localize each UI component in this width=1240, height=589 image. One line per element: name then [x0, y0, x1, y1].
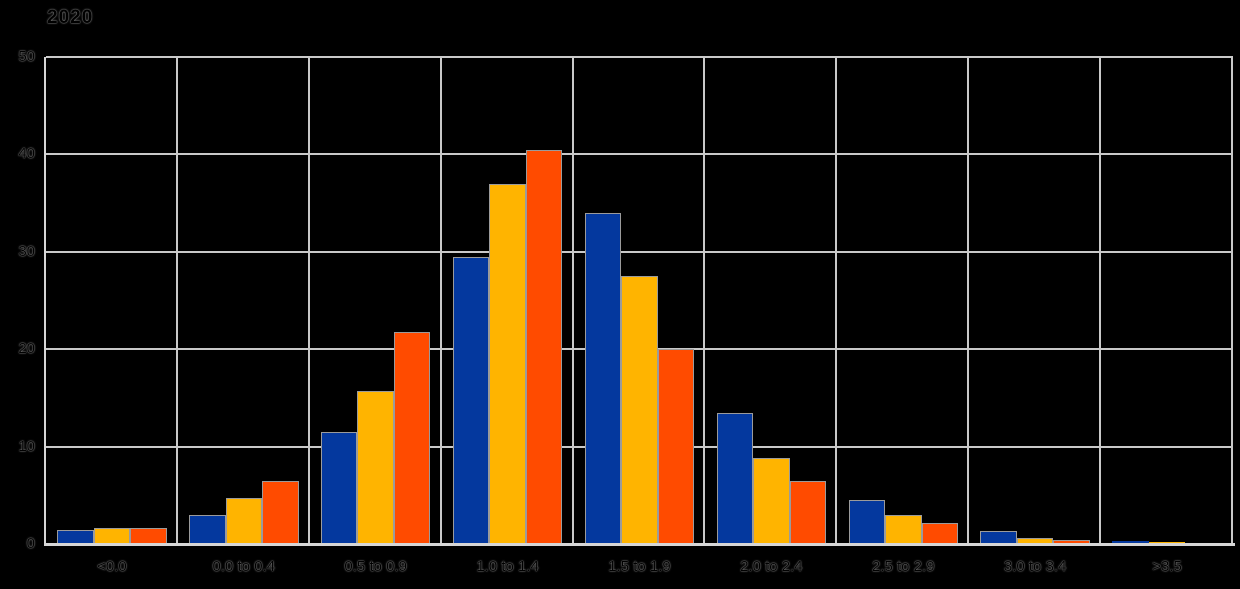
bar-yellow-4[interactable] — [621, 276, 658, 544]
x-category-label-0: <0.0 — [97, 558, 127, 575]
y-tick-label-0: 0 — [26, 535, 35, 552]
gridline-v-3 — [439, 57, 442, 544]
bar-orange-5[interactable] — [789, 480, 827, 544]
x-axis-line — [44, 543, 1235, 546]
bar-blue-4[interactable] — [584, 212, 622, 544]
bar-orange-1[interactable] — [262, 480, 299, 544]
chart-title: 2020 — [47, 7, 94, 28]
bar-blue-8[interactable] — [1112, 541, 1149, 544]
y-tick-label-30: 30 — [18, 242, 35, 260]
gridline-v-1 — [175, 57, 178, 544]
bar-orange-6[interactable] — [921, 522, 959, 544]
bar-yellow-5[interactable] — [753, 458, 790, 544]
bar-blue-6[interactable] — [848, 500, 886, 544]
bar-yellow-3[interactable] — [489, 183, 526, 544]
gridline-v-6 — [835, 57, 838, 544]
gridline-h-40 — [46, 153, 1233, 156]
bar-blue-1[interactable] — [189, 514, 226, 544]
gridline-v-8 — [1099, 57, 1102, 544]
x-category-label-3: 1.0 to 1.4 — [476, 558, 539, 575]
bar-yellow-1[interactable] — [225, 498, 263, 544]
gridline-h-30 — [46, 250, 1233, 253]
gridline-v-9 — [1231, 57, 1233, 544]
bar-blue-5[interactable] — [716, 412, 754, 544]
y-tick-label-50: 50 — [18, 48, 35, 65]
bar-blue-2[interactable] — [320, 432, 358, 544]
bar-orange-0[interactable] — [130, 528, 167, 544]
x-category-label-4: 1.5 to 1.9 — [608, 558, 671, 575]
bar-yellow-0[interactable] — [93, 528, 131, 544]
x-category-label-8: >3.5 — [1152, 558, 1182, 575]
x-category-label-6: 2.5 to 2.9 — [871, 558, 935, 575]
gridline-v-2 — [307, 57, 310, 544]
bar-orange-4[interactable] — [657, 349, 695, 544]
y-tick-label-10: 10 — [18, 437, 35, 455]
gridline-v-7 — [967, 57, 970, 544]
gridline-v-4 — [571, 57, 574, 544]
bar-yellow-2[interactable] — [357, 391, 394, 544]
plot-area — [44, 56, 1235, 546]
x-category-label-7: 3.0 to 3.4 — [1003, 558, 1067, 575]
x-category-label-5: 2.0 to 2.4 — [740, 558, 803, 575]
y-axis-labels: 0 10 20 30 40 50 — [0, 48, 40, 552]
x-category-label-1: 0.0 to 0.4 — [212, 558, 276, 575]
y-tick-label-20: 20 — [18, 340, 35, 358]
bar-yellow-6[interactable] — [885, 514, 922, 544]
y-axis-line — [44, 57, 46, 544]
x-axis-labels: <0.0 0.0 to 0.4 0.5 to 0.9 1.0 to 1.4 1.5 to… — [46, 556, 1233, 578]
bar-blue-0[interactable] — [57, 530, 94, 544]
gridline-h-50 — [46, 56, 1233, 58]
bar-orange-2[interactable] — [393, 331, 431, 544]
bar-orange-3[interactable] — [525, 149, 563, 544]
x-category-label-2: 0.5 to 0.9 — [344, 558, 407, 575]
y-tick-label-40: 40 — [18, 145, 35, 163]
bar-blue-3[interactable] — [452, 256, 490, 544]
gridline-v-5 — [703, 57, 706, 544]
